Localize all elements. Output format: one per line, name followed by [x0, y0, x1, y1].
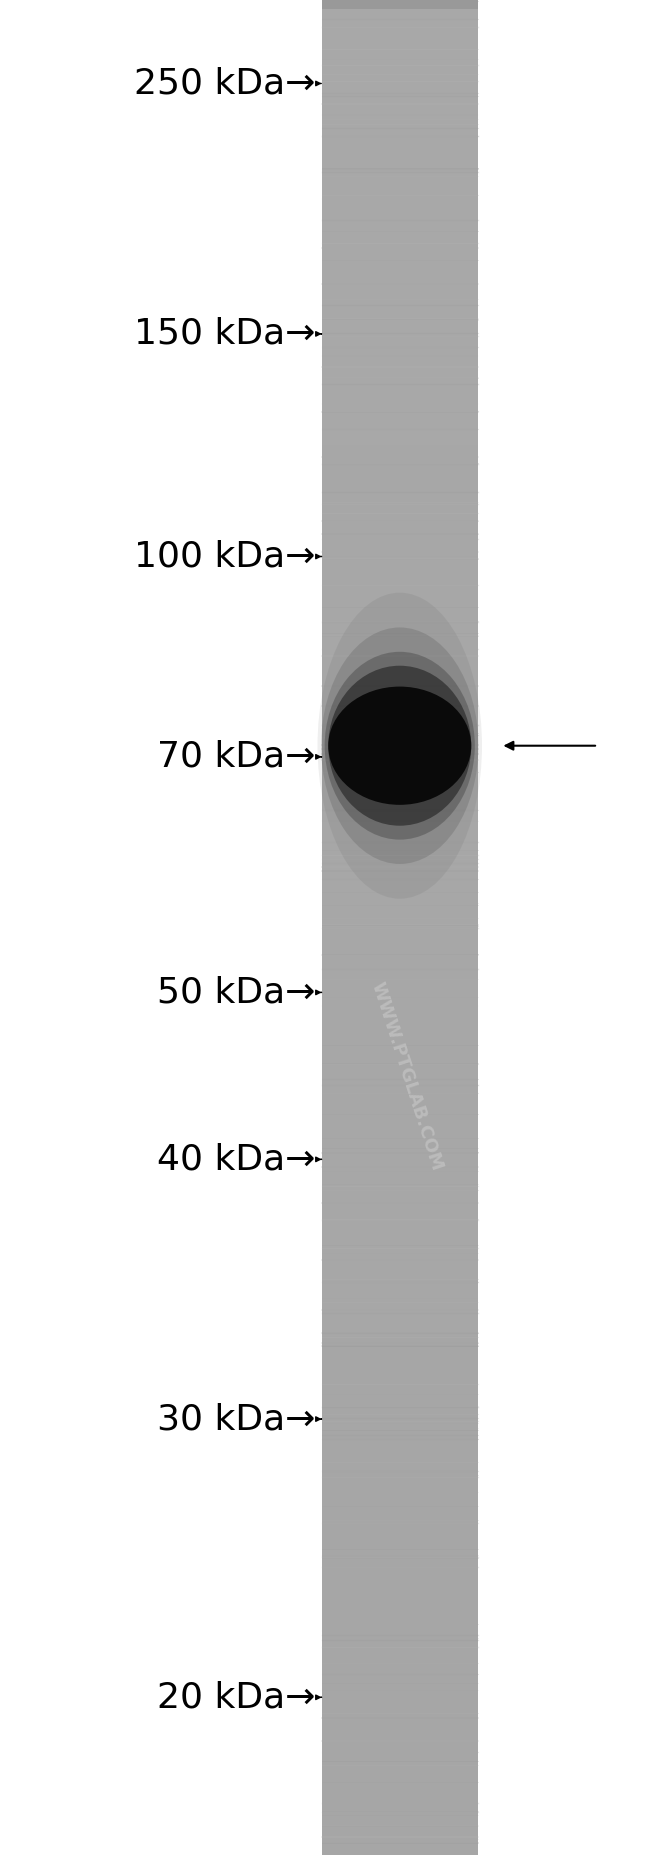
Bar — [322, 1558, 478, 1595]
Bar — [322, 1076, 478, 1113]
Bar — [322, 334, 478, 371]
Bar — [322, 371, 478, 408]
Ellipse shape — [321, 627, 478, 864]
Text: 40 kDa→: 40 kDa→ — [134, 1143, 315, 1176]
Bar — [322, 0, 478, 1855]
Bar — [322, 1670, 478, 1707]
Bar — [322, 148, 478, 186]
Bar — [322, 260, 478, 297]
Bar — [322, 408, 478, 445]
Bar — [322, 705, 478, 742]
Bar — [322, 1595, 478, 1632]
Bar — [322, 74, 478, 111]
Bar — [322, 0, 478, 37]
Text: 50 kDa→: 50 kDa→ — [134, 976, 315, 1009]
Bar — [322, 1336, 478, 1373]
Bar — [322, 1187, 478, 1224]
Bar — [322, 186, 478, 223]
Bar — [322, 0, 478, 9]
Bar — [322, 1707, 478, 1744]
Bar — [322, 890, 478, 928]
Bar — [322, 1002, 478, 1039]
Ellipse shape — [328, 686, 471, 805]
Bar — [322, 742, 478, 779]
Bar — [322, 1818, 478, 1855]
Bar — [322, 1744, 478, 1781]
Text: 20 kDa→: 20 kDa→ — [134, 1681, 315, 1714]
Bar — [322, 37, 478, 74]
Bar — [322, 816, 478, 853]
Text: WWW.PTGLAB.COM: WWW.PTGLAB.COM — [367, 979, 445, 1172]
Bar — [322, 1521, 478, 1558]
Text: 30 kDa→: 30 kDa→ — [134, 1402, 315, 1436]
Bar — [322, 965, 478, 1002]
Bar — [322, 668, 478, 705]
Ellipse shape — [328, 666, 471, 825]
Bar — [322, 1781, 478, 1818]
Bar — [322, 594, 478, 631]
Bar — [322, 1039, 478, 1076]
Bar — [322, 1632, 478, 1670]
Bar — [322, 1113, 478, 1150]
Bar — [322, 1261, 478, 1298]
Bar — [322, 853, 478, 890]
Bar — [322, 482, 478, 519]
Bar — [322, 556, 478, 594]
Bar — [322, 1447, 478, 1484]
Bar — [322, 445, 478, 482]
Bar — [322, 1298, 478, 1336]
Bar — [322, 223, 478, 260]
Text: 70 kDa→: 70 kDa→ — [134, 740, 315, 774]
Bar — [322, 928, 478, 965]
Bar — [322, 1484, 478, 1521]
Bar — [322, 1150, 478, 1187]
Text: 250 kDa→: 250 kDa→ — [134, 67, 315, 100]
Text: 150 kDa→: 150 kDa→ — [134, 317, 315, 351]
Bar — [322, 1224, 478, 1261]
Bar — [322, 1410, 478, 1447]
Bar — [322, 519, 478, 556]
Text: 100 kDa→: 100 kDa→ — [134, 540, 315, 573]
Bar — [322, 1373, 478, 1410]
Ellipse shape — [317, 594, 482, 898]
Ellipse shape — [325, 651, 474, 840]
Bar — [322, 779, 478, 816]
Bar — [322, 111, 478, 148]
Bar — [322, 631, 478, 668]
Bar — [322, 297, 478, 334]
